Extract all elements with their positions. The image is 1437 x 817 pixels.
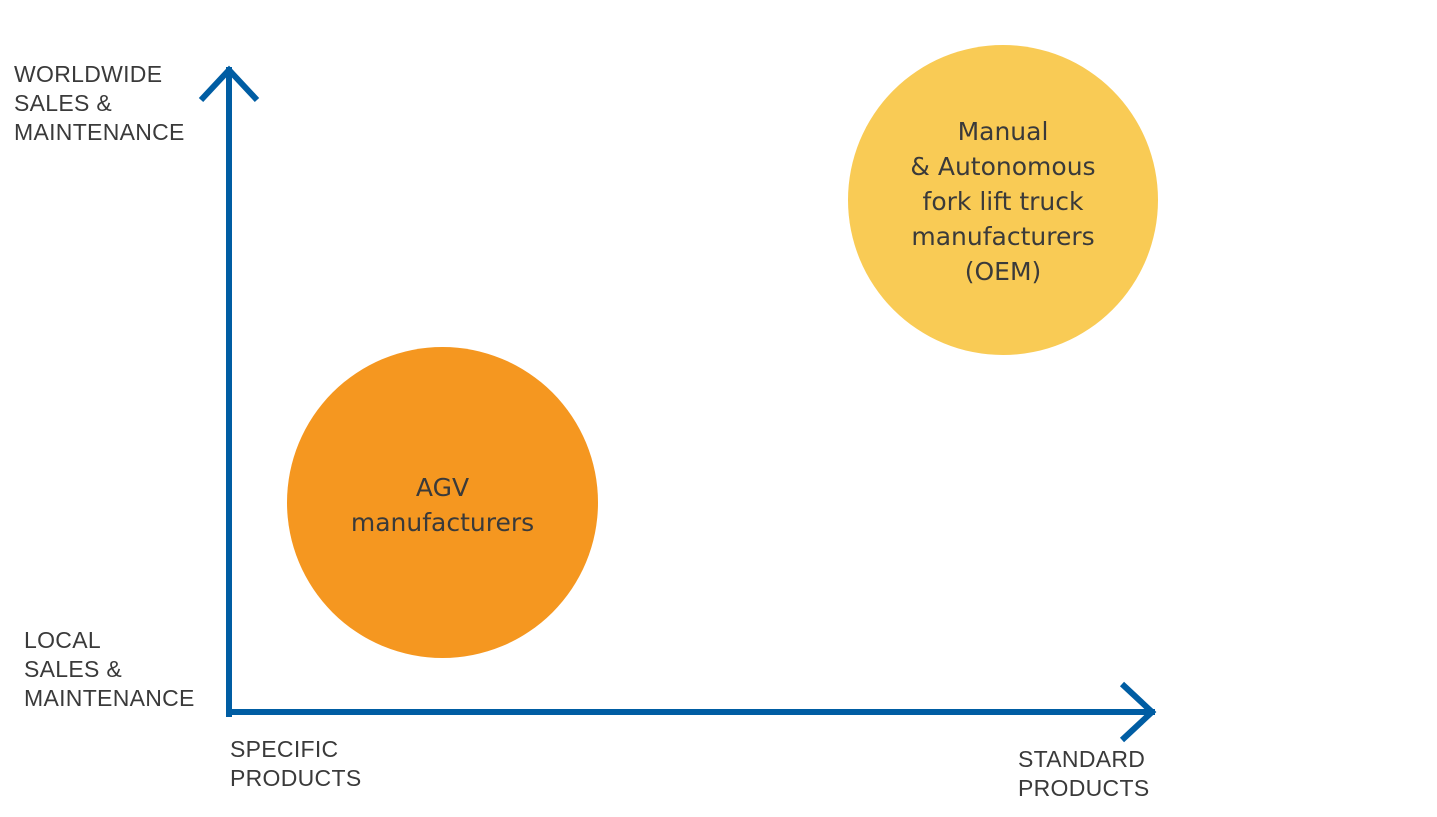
oem-bubble-text-line: (OEM): [964, 256, 1042, 286]
x-axis-left-label-line: PRODUCTS: [230, 765, 362, 791]
oem-bubble-text-line: manufacturers: [911, 221, 1095, 251]
y-axis-bottom-label-line: MAINTENANCE: [24, 685, 195, 711]
y-axis-bottom-label-line: SALES &: [24, 656, 122, 682]
agv-manufacturers-bubble: AGV manufacturers: [287, 347, 598, 658]
x-axis-right-label: STANDARD PRODUCTS: [1018, 745, 1149, 803]
y-axis-arrowhead: [198, 65, 260, 103]
oem-bubble-text: Manual & Autonomous fork lift truck manu…: [910, 114, 1095, 289]
oem-bubble-text-line: Manual: [957, 116, 1049, 146]
y-axis-top-label-line: MAINTENANCE: [14, 119, 185, 145]
y-axis-top-label-line: WORLDWIDE: [14, 61, 163, 87]
x-axis-left-label-line: SPECIFIC: [230, 736, 339, 762]
oem-bubble-text-line: & Autonomous: [910, 151, 1096, 181]
oem-bubble-text-line: fork lift truck: [922, 186, 1084, 216]
x-axis-left-label: SPECIFIC PRODUCTS: [230, 735, 361, 793]
x-axis-right-label-line: STANDARD: [1018, 746, 1146, 772]
y-axis-bottom-label-line: LOCAL: [24, 627, 101, 653]
agv-bubble-text-line: manufacturers: [350, 507, 535, 537]
agv-bubble-text: AGV manufacturers: [351, 470, 534, 540]
y-axis-top-label-line: SALES &: [14, 90, 112, 116]
oem-manufacturers-bubble: Manual & Autonomous fork lift truck manu…: [848, 45, 1158, 355]
y-axis-bottom-label: LOCAL SALES & MAINTENANCE: [24, 626, 195, 713]
x-axis-right-label-line: PRODUCTS: [1018, 775, 1150, 801]
y-axis-top-label: WORLDWIDE SALES & MAINTENANCE: [14, 60, 185, 147]
agv-bubble-text-line: AGV: [415, 472, 470, 502]
x-axis-arrowhead: [1119, 681, 1157, 743]
